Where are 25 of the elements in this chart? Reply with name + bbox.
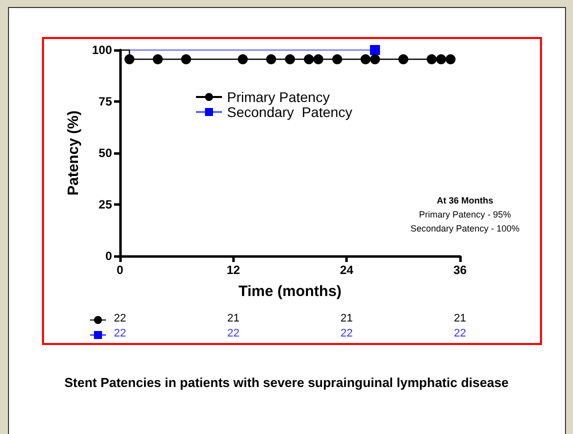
y-tick-label: 50 [98,146,112,160]
annotation: Secondary Patency - 100% [410,224,520,234]
x-tick-label: 12 [226,263,240,277]
y-tick-label: 75 [98,94,112,108]
x-tick-label: 36 [453,263,467,277]
legend-label: Primary Patency [227,89,330,105]
annotation: Primary Patency - 95% [418,210,512,220]
text: 22 [454,328,466,340]
y-tick-label: 25 [98,198,112,212]
text: 21 [227,312,240,324]
x-axis-title: Time (months) [238,283,342,300]
text: 22 [114,328,126,340]
text: Stent Patencies in patients with severe suprainguinal lymphatic disease [64,375,509,390]
y-axis-title: Patency (%) [65,110,82,196]
x-tick-label: 0 [116,263,124,277]
text: 21 [454,312,466,324]
text: 22 [340,328,353,340]
y-tick-label: 0 [105,249,112,263]
annotation: At 36 Months [436,196,494,206]
y-tick-label: 100 [92,43,112,57]
legend-label: Secondary Patency [227,104,352,120]
text: 22 [114,312,126,324]
text: 21 [340,312,353,324]
x-tick-label: 24 [340,263,354,277]
text: 22 [227,328,240,340]
